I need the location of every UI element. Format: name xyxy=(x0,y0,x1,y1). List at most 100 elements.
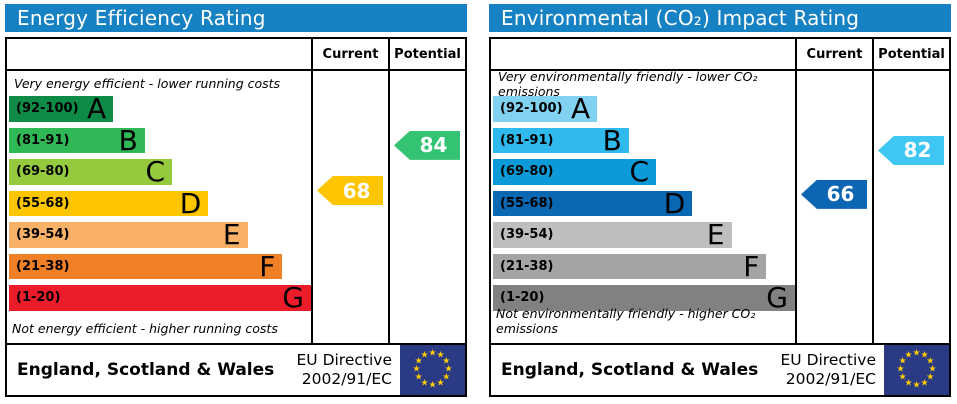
band-range-label: (1-20) xyxy=(500,290,545,306)
potential-rating-arrow: 82 xyxy=(878,135,944,165)
rating-body: Very environmentally friendly - lower CO… xyxy=(491,69,949,343)
flag-star-icon: ★ xyxy=(442,372,451,383)
eu-flag-icon: ★ ★ ★ ★ ★ ★ ★ ★ ★ ★ ★ ★ xyxy=(884,345,949,395)
bottom-caption: Not energy efficient - higher running co… xyxy=(12,321,278,336)
flag-star-icon: ★ xyxy=(444,364,453,375)
band-letter: B xyxy=(118,123,138,157)
energy-efficiency-panel: Energy Efficiency Rating Current Potenti… xyxy=(5,4,467,397)
band-range-label: (81-91) xyxy=(16,132,70,148)
panel-title: Energy Efficiency Rating xyxy=(17,6,266,30)
flag-star-icon: ★ xyxy=(420,350,429,361)
top-caption: Very energy efficient - lower running co… xyxy=(14,76,281,91)
table-header-row: Current Potential xyxy=(491,39,949,69)
band-a: (92-100) A xyxy=(9,92,114,126)
flag-star-icon: ★ xyxy=(898,372,907,383)
flag-star-icon: ★ xyxy=(414,356,423,367)
band-c: (69-80) C xyxy=(493,155,657,189)
eu-flag-icon: ★ ★ ★ ★ ★ ★ ★ ★ ★ ★ ★ ★ xyxy=(400,345,465,395)
band-letter: A xyxy=(571,92,591,126)
flag-star-icon: ★ xyxy=(442,356,451,367)
band-range-label: (55-68) xyxy=(500,195,554,211)
flag-star-icon: ★ xyxy=(898,356,907,367)
current-column-header: Current xyxy=(795,39,872,69)
band-area: Very energy efficient - lower running co… xyxy=(7,71,311,343)
band-letter: F xyxy=(259,249,276,283)
potential-rating-arrow: 84 xyxy=(394,130,460,160)
environmental-impact-panel: Environmental (CO₂) Impact Rating Curren… xyxy=(489,4,951,397)
flag-star-icon: ★ xyxy=(904,350,913,361)
band-range-label: (21-38) xyxy=(16,258,70,274)
band-b: (81-91) B xyxy=(493,123,629,157)
band-letter: G xyxy=(282,281,304,315)
flag-star-icon: ★ xyxy=(912,348,921,359)
rating-bands: (92-100) A (81-91) B (69-80) C (55-68) D (39-54)… xyxy=(493,92,795,315)
eu-directive-label: EU Directive 2002/91/EC xyxy=(781,351,877,388)
potential-column-header: Potential xyxy=(388,39,465,69)
band-range-label: (39-54) xyxy=(16,227,70,243)
band-c: (69-80) C xyxy=(9,155,173,189)
flag-star-icon: ★ xyxy=(896,364,905,375)
band-range-label: (1-20) xyxy=(16,290,61,306)
current-column-header: Current xyxy=(311,39,388,69)
table-header-row: Current Potential xyxy=(7,39,465,69)
top-caption: Very environmentally friendly - lower CO… xyxy=(498,71,758,99)
potential-column-header: Potential xyxy=(872,39,949,69)
band-range-label: (21-38) xyxy=(500,258,554,274)
current-rating-column: 68 xyxy=(311,71,388,343)
band-letter: D xyxy=(663,186,686,220)
flag-star-icon: ★ xyxy=(928,364,937,375)
band-a: (92-100) A xyxy=(493,92,598,126)
flag-star-icon: ★ xyxy=(926,356,935,367)
band-range-label: (92-100) xyxy=(16,101,79,117)
flag-star-icon: ★ xyxy=(420,378,429,389)
flag-star-icon: ★ xyxy=(912,380,921,391)
band-area: Very environmentally friendly - lower CO… xyxy=(491,71,795,343)
band-range-label: (69-80) xyxy=(500,164,554,180)
table-footer: England, Scotland & Wales EU Directive 2… xyxy=(7,343,465,395)
energy-efficiency-title-bar: Energy Efficiency Rating xyxy=(5,4,467,32)
band-g: (1-20) G xyxy=(9,281,311,315)
eu-directive-line2: 2002/91/EC xyxy=(785,370,876,388)
region-label: England, Scotland & Wales xyxy=(17,360,275,380)
current-rating-arrow: 66 xyxy=(801,179,867,209)
band-column-header-spacer xyxy=(491,39,795,69)
band-letter: C xyxy=(145,155,166,189)
rating-bands: (92-100) A (81-91) B (69-80) C (55-68) D (39-54)… xyxy=(9,92,311,315)
flag-star-icon: ★ xyxy=(436,350,445,361)
flag-star-icon: ★ xyxy=(920,350,929,361)
flag-star-icon: ★ xyxy=(412,364,421,375)
band-range-label: (92-100) xyxy=(500,101,563,117)
band-letter: G xyxy=(766,281,788,315)
environmental-impact-table: Current Potential Very environmentally f… xyxy=(489,37,951,397)
table-footer: England, Scotland & Wales EU Directive 2… xyxy=(491,343,949,395)
current-rating-column: 66 xyxy=(795,71,872,343)
band-g: (1-20) G xyxy=(493,281,795,315)
flag-star-icon: ★ xyxy=(414,372,423,383)
band-column-header-spacer xyxy=(7,39,311,69)
flag-star-icon: ★ xyxy=(926,372,935,383)
flag-star-icon: ★ xyxy=(436,378,445,389)
band-range-label: (39-54) xyxy=(500,227,554,243)
flag-star-icon: ★ xyxy=(904,378,913,389)
band-letter: E xyxy=(706,218,725,252)
band-d: (55-68) D xyxy=(493,186,693,220)
band-f: (21-38) F xyxy=(9,249,283,283)
potential-rating-column: 84 xyxy=(388,71,465,343)
band-range-label: (81-91) xyxy=(500,132,554,148)
band-letter: D xyxy=(179,186,202,220)
environmental-impact-title-bar: Environmental (CO₂) Impact Rating xyxy=(489,4,951,32)
flag-star-icon: ★ xyxy=(428,348,437,359)
band-letter: C xyxy=(629,155,650,189)
band-range-label: (69-80) xyxy=(16,164,70,180)
eu-directive-line1: EU Directive xyxy=(780,351,877,370)
flag-star-icon: ★ xyxy=(428,380,437,391)
band-letter: A xyxy=(87,92,107,126)
band-letter: E xyxy=(222,218,241,252)
band-f: (21-38) F xyxy=(493,252,767,280)
bottom-caption: Not environmentally friendly - higher CO… xyxy=(496,306,756,336)
eu-directive-line1: EU Directive xyxy=(296,351,393,370)
band-b: (81-91) B xyxy=(9,123,145,157)
region-label: England, Scotland & Wales xyxy=(501,360,759,380)
band-letter: B xyxy=(602,123,622,157)
